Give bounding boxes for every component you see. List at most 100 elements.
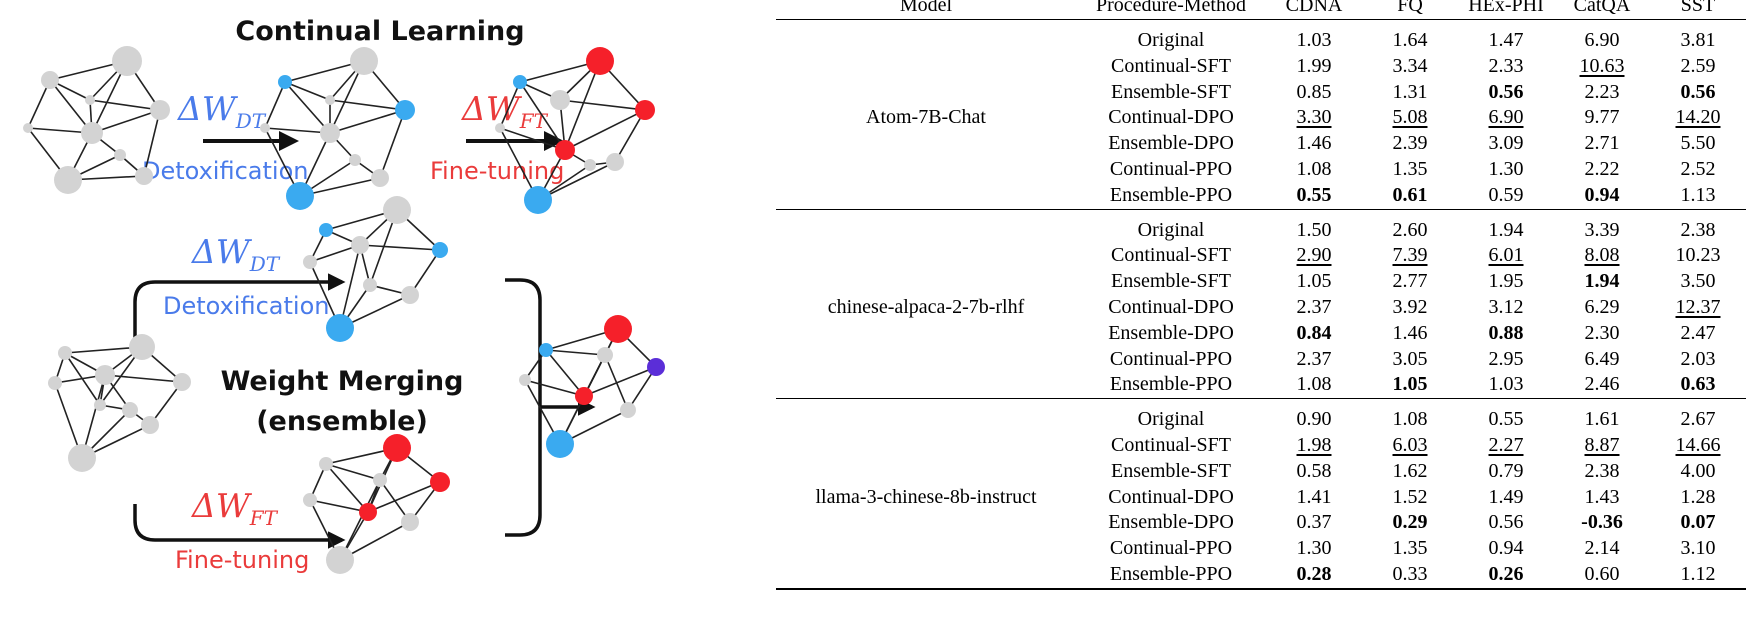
value-cell: 6.90 <box>1554 20 1650 54</box>
graph-edge <box>537 161 616 201</box>
value-text: 1.03 <box>1488 373 1524 396</box>
header-hexphi: HEx-PHI <box>1468 0 1544 16</box>
value-text: 2.27 <box>1488 433 1524 456</box>
value-cell: 6.03 <box>1362 433 1458 459</box>
value-cell: 1.31 <box>1362 80 1458 106</box>
net-original-top <box>23 46 170 194</box>
value-text: 1.13 <box>1680 183 1716 206</box>
graph-edge <box>329 109 406 134</box>
value-text: 2.77 <box>1392 270 1428 293</box>
value-cell: 2.30 <box>1554 321 1650 347</box>
graph-edge <box>545 349 606 356</box>
value-cell: 3.05 <box>1362 347 1458 373</box>
value-cell: 1.95 <box>1458 269 1554 295</box>
value-text: 1.35 <box>1392 157 1428 180</box>
value-text: 2.47 <box>1680 321 1716 344</box>
value-cell: 0.55 <box>1458 399 1554 433</box>
graph-node <box>150 100 170 120</box>
header-procedure: Procedure-Method <box>1096 0 1246 16</box>
graph-edge <box>49 79 93 134</box>
value-text: 0.07 <box>1680 511 1716 534</box>
value-text: 1.46 <box>1296 132 1332 155</box>
value-cell: 0.60 <box>1554 562 1650 589</box>
value-text: 6.01 <box>1488 244 1524 267</box>
graph-node <box>303 493 317 507</box>
graph-node <box>23 123 33 133</box>
value-text: 1.94 <box>1488 218 1524 241</box>
value-text: 14.20 <box>1675 106 1721 129</box>
method-figure: Continual Learning ΔWDT Detoxification Δ… <box>23 16 665 574</box>
value-cell: 1.05 <box>1362 372 1458 398</box>
value-text: 0.85 <box>1296 80 1332 103</box>
graph-node <box>584 159 596 171</box>
graph-edge <box>564 60 601 151</box>
table-row: Continual-PPO 1.30 1.35 0.94 2.14 3.10 <box>776 536 1746 562</box>
finetune-label-top: Fine-tuning <box>430 157 564 185</box>
graph-node <box>114 149 126 161</box>
arrow-ft-branch <box>133 504 346 549</box>
value-text: 1.61 <box>1584 408 1620 431</box>
value-cell: 2.95 <box>1458 347 1554 373</box>
value-text: 0.58 <box>1296 459 1332 482</box>
graph-node <box>620 402 636 418</box>
value-cell: 1.94 <box>1554 269 1650 295</box>
graph-node <box>54 166 82 194</box>
graph-node <box>371 169 389 187</box>
value-text: 0.56 <box>1680 80 1716 103</box>
graph-node <box>95 365 115 385</box>
value-text: 1.43 <box>1584 485 1620 508</box>
graph-edge <box>359 244 441 251</box>
model-name-cell: Atom-7B-Chat <box>866 106 986 129</box>
value-cell: 12.37 <box>1650 295 1746 321</box>
value-text: 6.03 <box>1392 433 1428 456</box>
value-cell: 1.52 <box>1362 485 1458 511</box>
value-cell: 8.87 <box>1554 433 1650 459</box>
value-cell: 1.46 <box>1362 321 1458 347</box>
value-text: 0.59 <box>1488 183 1524 206</box>
graph-node <box>383 434 411 462</box>
value-cell: 1.61 <box>1554 399 1650 433</box>
value-cell: 1.08 <box>1266 372 1362 398</box>
value-cell: 0.33 <box>1362 562 1458 589</box>
graph-node <box>555 140 575 160</box>
value-cell: 1.99 <box>1266 54 1362 80</box>
value-text: 1.12 <box>1680 562 1716 585</box>
value-text: 0.79 <box>1488 459 1524 482</box>
value-cell: 4.00 <box>1650 459 1746 485</box>
graph-edge <box>499 127 566 151</box>
graph-edge <box>81 374 106 459</box>
graph-edge <box>284 81 331 134</box>
value-text: 1.28 <box>1680 485 1716 508</box>
graph-edge <box>264 127 331 134</box>
value-text: 0.94 <box>1584 183 1620 206</box>
graph-edge <box>583 366 657 397</box>
delta-w-dt-branch: ΔWDT <box>190 232 281 276</box>
value-text: 8.87 <box>1584 433 1620 456</box>
value-cell: 0.26 <box>1458 562 1554 589</box>
table-row: Ensemble-PPO 0.55 0.61 0.59 0.94 1.13 <box>776 183 1746 209</box>
value-text: 7.39 <box>1392 244 1428 267</box>
value-text: 0.26 <box>1488 562 1524 585</box>
procedure-cell: Ensemble-SFT <box>1111 80 1231 103</box>
value-text: 2.38 <box>1584 459 1620 482</box>
value-cell: 1.12 <box>1650 562 1746 589</box>
graph-node <box>173 373 191 391</box>
value-cell: 10.23 <box>1650 243 1746 269</box>
value-cell: 2.59 <box>1650 54 1746 80</box>
value-cell: 2.38 <box>1554 459 1650 485</box>
header-fq: FQ <box>1397 0 1423 16</box>
graph-node <box>495 123 505 133</box>
value-text: 3.50 <box>1680 270 1716 293</box>
value-text: 14.66 <box>1675 433 1721 456</box>
value-cell: 2.47 <box>1650 321 1746 347</box>
graph-node <box>135 167 153 185</box>
value-cell: 1.08 <box>1362 399 1458 433</box>
value-cell: 1.35 <box>1362 536 1458 562</box>
graph-node <box>606 153 624 171</box>
value-text: 3.09 <box>1488 132 1524 155</box>
model-group: llama-3-chinese-8b-instruct Original 0.90 1… <box>776 398 1746 589</box>
value-cell: 0.85 <box>1266 80 1362 106</box>
value-cell: 2.90 <box>1266 243 1362 269</box>
table-row: Continual-PPO 1.08 1.35 1.30 2.22 2.52 <box>776 157 1746 183</box>
value-cell: 5.08 <box>1362 105 1458 131</box>
